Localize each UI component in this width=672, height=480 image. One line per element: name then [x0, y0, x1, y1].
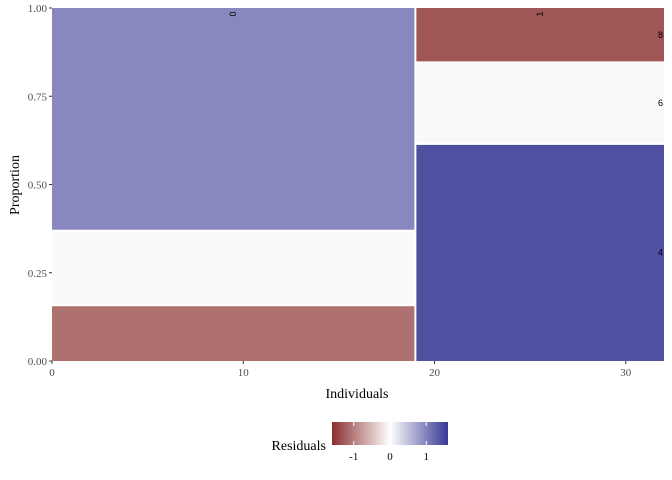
mosaic-tile: [52, 8, 415, 230]
x-axis-title: Individuals: [326, 387, 389, 402]
y-tick-label: 0.50: [28, 180, 48, 192]
legend-tick-label: 1: [424, 451, 430, 463]
y-tick-label: 0.75: [28, 91, 48, 103]
legend-colorbar: [332, 422, 448, 445]
column-label: 0: [228, 11, 238, 16]
y-tick-label: 0.00: [28, 356, 48, 368]
y-axis-title: Proportion: [8, 155, 23, 215]
legend-title: Residuals: [272, 439, 326, 454]
mosaic-tile: [416, 63, 664, 143]
legend-ticks: -1 0 1: [349, 422, 429, 463]
x-tick-label: 0: [49, 367, 55, 379]
mosaic-tiles: [52, 8, 664, 361]
segment-label: 4: [658, 247, 663, 257]
mosaic-tile: [416, 144, 664, 361]
mosaic-tile: [52, 306, 415, 361]
segment-label: 8: [658, 30, 663, 40]
x-tick-label: 30: [620, 367, 632, 379]
legend-tick-label: 0: [387, 451, 393, 463]
segment-labels: 4 6 8: [658, 30, 663, 257]
column-label: 1: [535, 11, 545, 16]
y-axis: 0.00 0.25 0.50 0.75 1.00: [28, 3, 52, 368]
y-tick-label: 0.25: [28, 268, 48, 280]
legend: Residuals -1 0 1: [272, 422, 448, 463]
segment-label: 6: [658, 98, 663, 108]
legend-tick-label: -1: [349, 451, 358, 463]
mosaic-tile: [416, 8, 664, 62]
x-axis: 0 10 20 30: [49, 361, 632, 379]
y-tick-label: 1.00: [28, 3, 48, 15]
x-tick-label: 20: [429, 367, 441, 379]
x-tick-label: 10: [238, 367, 250, 379]
mosaic-tile: [52, 231, 415, 305]
